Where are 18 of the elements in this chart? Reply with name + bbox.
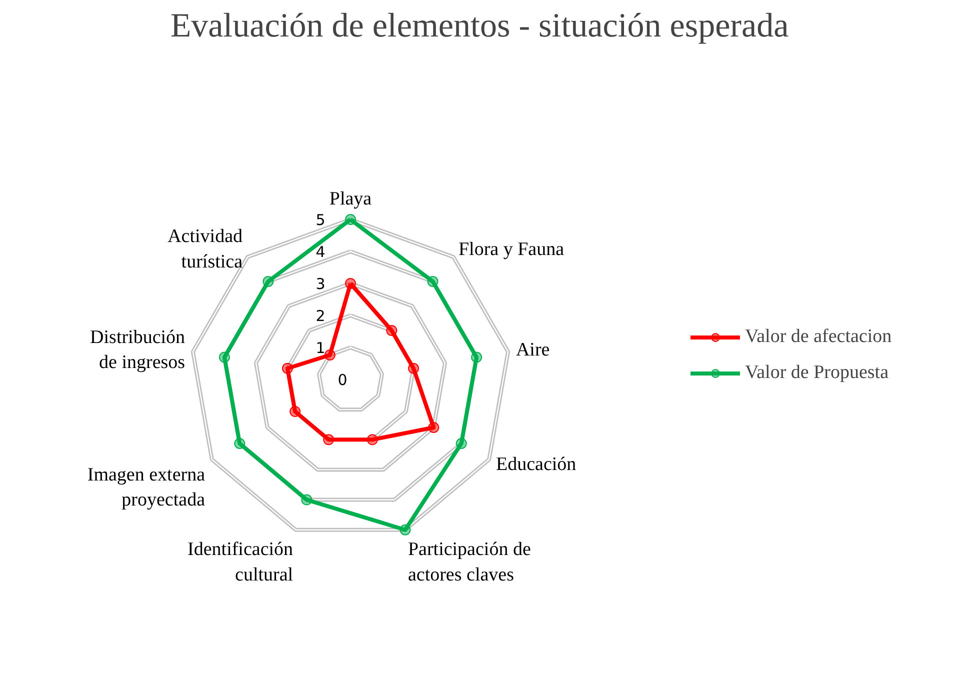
- y-tick-label: 2: [316, 307, 326, 325]
- spoke-label: Imagen externa proyectada: [87, 464, 206, 511]
- spoke-label: Educación: [496, 454, 577, 475]
- spoke-label: Aire: [516, 339, 550, 360]
- legend-label: Valor de Propuesta: [745, 362, 889, 384]
- y-tick-label: 1: [316, 339, 326, 357]
- spoke-label: Playa: [329, 188, 372, 210]
- spoke-label: Flora y Fauna: [458, 238, 565, 260]
- spoke-label: Distribución de ingresos: [90, 326, 186, 374]
- spoke-label: Participación de actores claves: [408, 539, 531, 586]
- spoke-label: Identificación cultural: [188, 539, 294, 586]
- chart-title: Evaluación de elementos - situación esperada: [170, 8, 789, 44]
- spoke-label: Actividad turística: [168, 226, 244, 272]
- y-tick-label: 4: [316, 243, 326, 261]
- legend-label: Valor de afectacion: [745, 326, 892, 348]
- y-tick-label: 0: [338, 371, 348, 389]
- y-tick-label: 3: [316, 275, 326, 293]
- y-tick-label: 5: [316, 211, 326, 229]
